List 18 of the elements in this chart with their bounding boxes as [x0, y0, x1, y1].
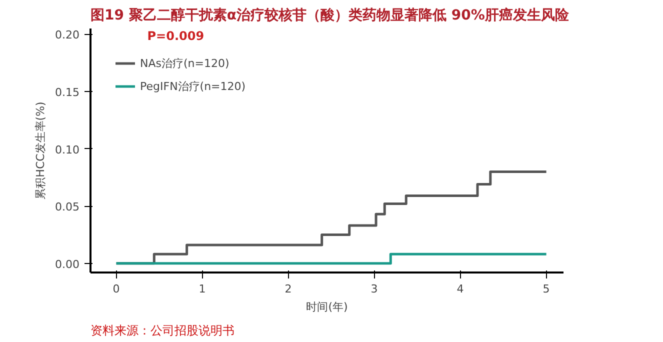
- x-tick-label: 2: [284, 282, 292, 296]
- legend-label: NAs治疗(n=120): [140, 56, 230, 70]
- y-tick-label: 0.10: [55, 143, 80, 156]
- y-tick-label: 0.20: [55, 28, 80, 42]
- y-tick-label: 0.00: [55, 258, 80, 271]
- chart-title: 图19 聚乙二醇干扰素α治疗较核苷（酸）类药物显著降低 90%肝癌发生风险: [90, 6, 570, 24]
- x-tick-label: 0: [112, 282, 120, 296]
- x-tick-label: 4: [456, 282, 464, 296]
- y-tick-label: 0.15: [55, 86, 80, 100]
- x-tick-label: 1: [198, 282, 206, 296]
- x-tick-label: 5: [542, 282, 550, 296]
- annotation: P=0.009: [147, 29, 204, 44]
- x-axis-title: 时间(年): [306, 300, 348, 314]
- y-axis-title: 累积HCC发生率(%): [34, 102, 48, 200]
- x-tick-label: 3: [370, 282, 378, 296]
- text: 资料来源：公司招股说明书: [90, 324, 234, 338]
- y-tick-label: 0.05: [55, 200, 80, 214]
- legend-label: PegIFN治疗(n=120): [140, 78, 246, 94]
